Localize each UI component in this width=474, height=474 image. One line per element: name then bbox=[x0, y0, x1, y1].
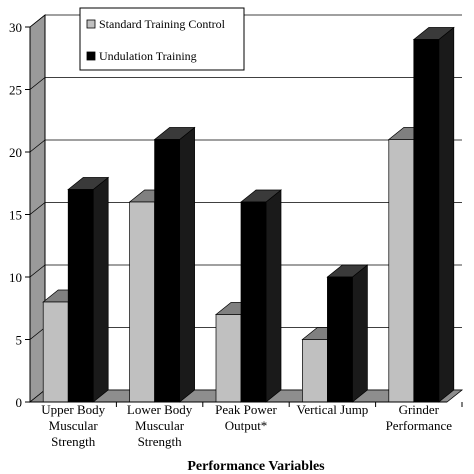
legend-swatch-undulation-training bbox=[86, 51, 96, 61]
legend: Standard Training Control Undulation Tra… bbox=[79, 7, 245, 71]
legend-label-standard-training-control: Standard Training Control bbox=[99, 17, 226, 31]
bar-undulation-3 bbox=[326, 264, 369, 403]
grid-line-depth bbox=[29, 77, 46, 90]
bars bbox=[42, 26, 455, 403]
x-axis-tick-labels: Upper Body Muscular Strength Lower Body Musc… bbox=[30, 401, 463, 449]
x-tick-label: Peak Power Output* bbox=[215, 402, 277, 433]
x-tick-label: Upper Body Muscular Strength bbox=[41, 402, 105, 449]
x-tick-label: Lower Body Muscular Strength bbox=[127, 402, 193, 449]
y-tick-label: 10 bbox=[9, 270, 22, 285]
y-tick-label: 5 bbox=[16, 333, 23, 348]
y-tick-label: 15 bbox=[9, 208, 22, 223]
grid-line-depth bbox=[29, 139, 46, 153]
x-tick-label: Vertical Jump bbox=[296, 402, 368, 417]
x-axis-label: Performance Variables bbox=[187, 459, 325, 474]
y-tick-label: 30 bbox=[9, 20, 22, 35]
legend-box bbox=[79, 7, 245, 71]
grid-line-depth bbox=[29, 14, 46, 28]
bar-undulation-2 bbox=[240, 189, 282, 403]
grid-line-depth bbox=[29, 202, 46, 215]
grid-line-depth bbox=[29, 327, 46, 340]
bar-undulation-4 bbox=[412, 26, 455, 403]
grid-line-depth bbox=[29, 264, 46, 278]
x-tick-label: Grinder Performance bbox=[386, 402, 453, 433]
bar-undulation-0 bbox=[67, 176, 110, 403]
y-tick-label: 25 bbox=[9, 83, 22, 98]
legend-swatch-standard-training-control bbox=[86, 19, 96, 29]
y-axis-ticks: 0 5 10 15 20 25 30 bbox=[9, 20, 31, 410]
bar-undulation-1 bbox=[153, 126, 196, 403]
y-tick-label: 0 bbox=[16, 395, 23, 410]
y-tick-label: 20 bbox=[9, 145, 22, 160]
legend-label-undulation-training: Undulation Training bbox=[99, 49, 197, 63]
